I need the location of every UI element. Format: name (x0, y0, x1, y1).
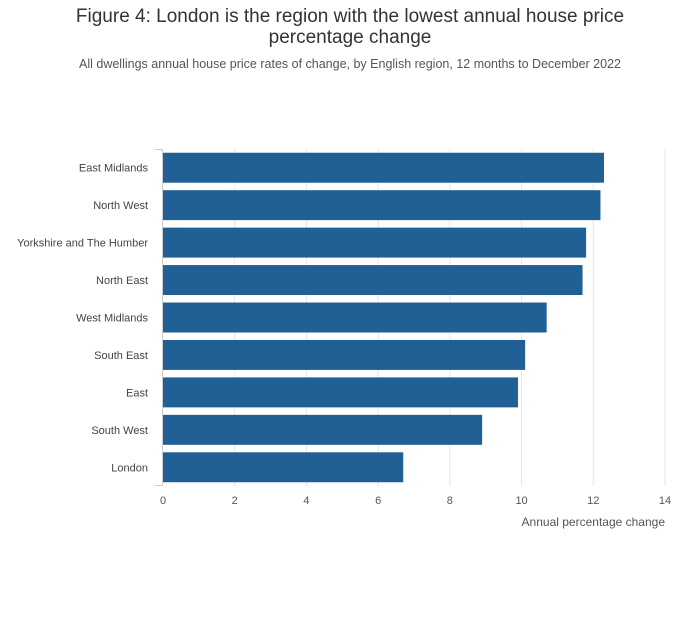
chart-subtitle: All dwellings annual house price rates o… (79, 57, 621, 71)
bar (163, 414, 483, 445)
category-label: North West (93, 200, 148, 212)
x-axis-title: Annual percentage change (522, 515, 666, 529)
category-label: East Midlands (79, 163, 149, 175)
chart-title: Figure 4: London is the region with the … (75, 6, 625, 48)
bar (163, 190, 601, 221)
axes (155, 149, 163, 486)
bar (163, 339, 526, 370)
x-tick-label: 8 (447, 495, 453, 507)
bar (163, 377, 518, 408)
category-label: Yorkshire and The Humber (17, 238, 148, 250)
bar (163, 227, 587, 258)
category-label: North East (96, 275, 148, 287)
category-label: East (126, 387, 148, 399)
bar (163, 452, 404, 483)
x-tick-label: 10 (515, 495, 527, 507)
category-label: South East (94, 350, 148, 362)
bar (163, 152, 605, 183)
bar (163, 302, 547, 333)
x-tick-labels: 0 2 4 6 8 10 12 14 (160, 495, 671, 507)
category-label: London (111, 462, 148, 474)
bar (163, 265, 583, 296)
x-tick-label: 0 (160, 495, 166, 507)
x-tick-label: 12 (587, 495, 599, 507)
bars (163, 152, 605, 483)
x-tick-label: 14 (659, 495, 671, 507)
x-tick-label: 2 (232, 495, 238, 507)
x-tick-label: 4 (303, 495, 309, 507)
category-label: South West (91, 425, 148, 437)
x-tick-label: 6 (375, 495, 381, 507)
category-labels: East Midlands North West Yorkshire and The… (17, 163, 148, 475)
category-label: West Midlands (76, 313, 148, 325)
